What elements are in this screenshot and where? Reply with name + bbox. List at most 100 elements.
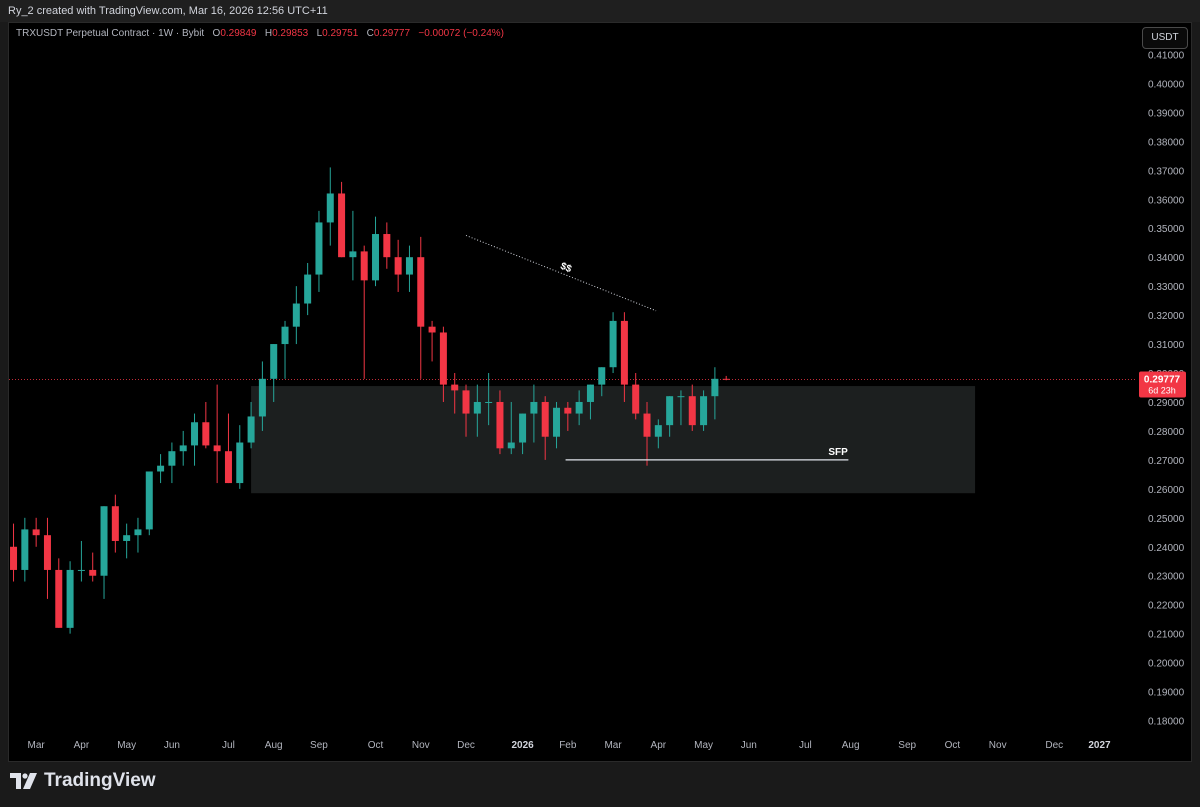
candle-body <box>541 401 549 437</box>
candle-body <box>462 390 470 414</box>
candle-body <box>654 425 662 437</box>
candle-body <box>507 442 515 449</box>
price-tag-countdown: 6d 23h <box>1148 385 1176 395</box>
candle-body <box>21 529 29 570</box>
x-tick-label: Sep <box>310 740 328 751</box>
y-tick-label: 0.27000 <box>1148 456 1185 467</box>
open-value: 0.29849 <box>220 28 257 39</box>
x-tick-label: Apr <box>651 740 667 751</box>
candle-body <box>451 384 459 391</box>
chart-caption: Ry_2 created with TradingView.com, Mar 1… <box>8 5 328 17</box>
candle-body <box>372 234 380 281</box>
price-tag-value: 0.29777 <box>1144 374 1181 385</box>
candle-body <box>530 401 538 414</box>
candle-body <box>620 320 628 385</box>
x-tick-label: Nov <box>412 740 430 751</box>
candle-body <box>168 451 176 466</box>
x-tick-label: 2026 <box>511 740 534 751</box>
liquidity-label: $$ <box>559 261 574 275</box>
footer <box>0 762 1200 807</box>
candle-body <box>519 413 527 443</box>
low-label: L <box>316 28 323 39</box>
candle-body <box>111 506 119 541</box>
candle-body <box>586 384 594 402</box>
candle-body <box>700 396 708 426</box>
x-tick-label: Mar <box>604 740 622 751</box>
candle-body <box>666 396 674 426</box>
low-value: 0.29751 <box>322 28 359 39</box>
candle-body <box>202 422 210 446</box>
candle-body <box>677 396 685 398</box>
y-tick-label: 0.39000 <box>1148 108 1185 119</box>
x-tick-label: May <box>117 740 136 751</box>
currency-button[interactable]: USDT <box>1142 27 1188 49</box>
candle-body <box>496 401 504 449</box>
y-tick-label: 0.23000 <box>1148 572 1185 583</box>
x-tick-label: Jun <box>164 740 180 751</box>
candle-body <box>224 451 232 484</box>
y-tick-label: 0.32000 <box>1148 311 1185 322</box>
close-label: C <box>366 28 374 39</box>
x-tick-label: Jul <box>799 740 812 751</box>
close-value: 0.29777 <box>373 28 411 39</box>
high-value: 0.29853 <box>272 28 309 39</box>
x-tick-label: Oct <box>368 740 384 751</box>
candle-body <box>281 326 289 345</box>
x-tick-label: Jun <box>741 740 757 751</box>
candle-body <box>722 378 730 380</box>
y-tick-label: 0.34000 <box>1148 253 1185 264</box>
candle-body <box>10 546 18 570</box>
x-tick-label: Jul <box>222 740 235 751</box>
candle-body <box>123 535 131 541</box>
y-tick-label: 0.18000 <box>1148 717 1185 728</box>
candle-body <box>32 529 40 536</box>
price-tag <box>1139 371 1186 398</box>
candle-body <box>360 251 368 281</box>
tradingview-brand[interactable]: TradingView <box>10 770 156 792</box>
candle-body <box>383 234 391 258</box>
candle-body <box>428 326 436 333</box>
candle-body <box>315 222 323 275</box>
ohlc-legend: TRXUSDT Perpetual Contract · 1W · Bybit … <box>16 28 504 39</box>
candle-body <box>191 422 199 446</box>
sfp-label: SFP <box>828 447 848 458</box>
candle-body <box>157 465 165 472</box>
symbol-label: TRXUSDT Perpetual Contract · 1W · Bybit <box>16 28 205 39</box>
candle-body <box>236 442 244 484</box>
tradingview-logo-icon <box>10 773 37 789</box>
y-tick-label: 0.40000 <box>1148 79 1185 90</box>
candle-body <box>575 401 583 414</box>
candle-body <box>598 367 606 385</box>
y-tick-label: 0.20000 <box>1148 659 1185 670</box>
y-tick-label: 0.26000 <box>1148 485 1185 496</box>
x-tick-label: May <box>694 740 713 751</box>
candle-body <box>179 445 187 452</box>
caption-bar: Ry_2 created with TradingView.com, Mar 1… <box>0 0 1200 22</box>
candle-body <box>292 303 300 327</box>
y-tick-label: 0.41000 <box>1148 50 1185 61</box>
candle-body <box>553 407 561 437</box>
change-value: −0.00072 (−0.24%) <box>418 28 504 39</box>
candle-body <box>134 529 142 536</box>
y-tick-label: 0.31000 <box>1148 340 1185 351</box>
candle-body <box>270 344 278 379</box>
candle-body <box>485 401 493 403</box>
y-tick-label: 0.38000 <box>1148 137 1185 148</box>
high-label: H <box>264 28 273 39</box>
y-tick-label: 0.21000 <box>1148 630 1185 641</box>
liquidity-trendline <box>465 235 657 312</box>
y-tick-label: 0.19000 <box>1148 688 1185 699</box>
y-tick-label: 0.22000 <box>1148 601 1185 612</box>
candle-body <box>258 378 266 417</box>
x-tick-label: Feb <box>559 740 577 751</box>
y-tick-label: 0.35000 <box>1148 224 1185 235</box>
x-tick-label: Mar <box>28 740 46 751</box>
candle-body <box>609 320 617 368</box>
candle-body <box>405 257 413 275</box>
x-tick-label: Oct <box>945 740 961 751</box>
candle-body <box>100 506 108 576</box>
y-tick-label: 0.33000 <box>1148 282 1185 293</box>
y-tick-label: 0.37000 <box>1148 166 1185 177</box>
candle-body <box>66 569 74 628</box>
